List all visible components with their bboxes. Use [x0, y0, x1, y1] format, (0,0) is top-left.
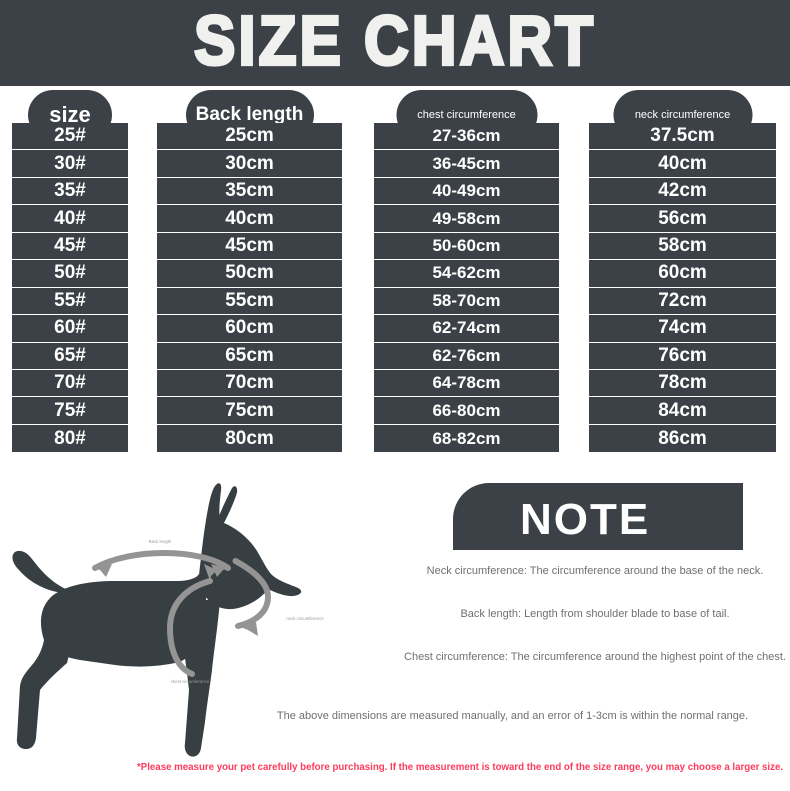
svg-text:chest circumference: chest circumference	[171, 679, 210, 684]
svg-text:neck circumference: neck circumference	[286, 616, 324, 621]
svg-text:Back length: Back length	[149, 539, 172, 544]
